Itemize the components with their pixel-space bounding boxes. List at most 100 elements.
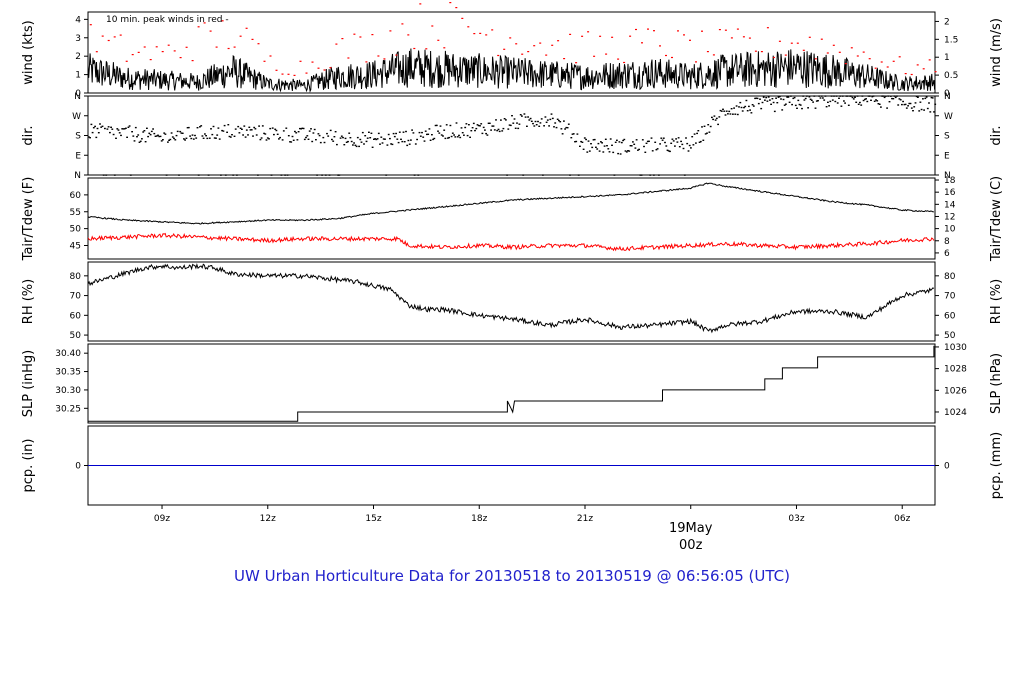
- peak-wind-point: [287, 73, 290, 75]
- wind-dir-point: [827, 101, 829, 103]
- wind-dir-point: [685, 137, 687, 139]
- slp-left-tick-label: 30.35: [55, 368, 81, 378]
- peak-wind-point: [425, 48, 428, 50]
- peak-wind-point: [904, 73, 907, 75]
- x-tick-label: 06z: [894, 514, 910, 524]
- wind-dir-point: [778, 95, 781, 98]
- wind-dir-point: [923, 109, 925, 111]
- peak-wind-point: [191, 60, 194, 62]
- wind-dir-point: [743, 106, 745, 109]
- wind-dir-point: [167, 141, 169, 143]
- wind-dir-point: [336, 143, 338, 146]
- wind-dir-point: [343, 144, 346, 146]
- dir-right-tick-label: S: [944, 132, 950, 142]
- wind-dir-point: [732, 113, 734, 115]
- dir-ylabel-right: dir.: [989, 125, 1004, 145]
- wind-dir-point: [223, 124, 226, 127]
- peak-wind-point: [395, 54, 398, 56]
- wind-dir-point: [656, 148, 659, 150]
- wind-annotation: 10 min. peak winds in red -: [106, 15, 229, 25]
- wind-dir-point: [429, 139, 432, 141]
- dir-left-tick-label: S: [75, 132, 81, 142]
- wind-dir-point: [237, 125, 240, 128]
- wind-dir-point: [598, 150, 601, 152]
- dir-ylabel-left: dir.: [21, 125, 36, 145]
- wind-dir-point: [715, 117, 718, 120]
- wind-dir-point: [787, 96, 790, 98]
- peak-wind-point: [629, 35, 632, 37]
- wind-dir-point: [356, 136, 359, 139]
- wind-dir-point: [102, 174, 105, 176]
- peak-wind-point: [143, 46, 146, 48]
- wind-dir-point: [323, 141, 326, 144]
- wind-dir-point: [137, 134, 140, 136]
- wind-dir-point: [561, 133, 564, 135]
- wind-dir-point: [406, 144, 409, 147]
- wind-dir-point: [529, 117, 532, 120]
- wind-dir-point: [231, 134, 233, 136]
- wind-dir-point: [355, 145, 358, 148]
- wind-dir-point: [538, 125, 541, 127]
- wind-dir-point: [311, 140, 314, 143]
- wind-dir-point: [127, 126, 130, 128]
- peak-wind-point: [539, 42, 542, 44]
- wind-dir-point: [618, 141, 621, 143]
- wind-dir-point: [422, 136, 425, 138]
- wind-dir-point: [139, 140, 142, 142]
- peak-wind-point: [892, 60, 895, 62]
- wind-dir-point: [253, 126, 256, 129]
- temperature-left-tick-label: 60: [70, 191, 82, 201]
- wind-dir-point: [282, 130, 285, 132]
- wind-dir-point: [95, 136, 98, 139]
- wind-dir-point: [291, 135, 294, 138]
- wind-dir-point: [438, 132, 441, 134]
- temperature-tdew-line: [88, 232, 935, 252]
- peak-wind-point: [485, 34, 488, 36]
- wind-dir-point: [387, 133, 390, 136]
- wind-dir-point: [771, 98, 774, 100]
- wind-dir-point: [775, 97, 777, 99]
- wind-right-tick-label: 1: [944, 53, 950, 63]
- wind-dir-point: [556, 118, 559, 120]
- wind-dir-point: [484, 129, 486, 131]
- wind-dir-point: [179, 130, 182, 133]
- slp-panel-frame: [87, 343, 936, 424]
- wind-dir-point: [819, 97, 822, 99]
- dir-right-tick-label: E: [944, 151, 950, 161]
- wind-dir-point: [391, 143, 394, 146]
- wind-dir-point: [344, 137, 347, 140]
- wind-dir-point: [757, 102, 760, 105]
- peak-wind-point: [215, 46, 218, 48]
- peak-wind-point: [838, 51, 841, 53]
- peak-wind-point: [677, 30, 679, 32]
- peak-wind-point: [131, 54, 134, 56]
- peak-wind-point: [659, 45, 661, 47]
- wind-dir-point: [492, 125, 495, 127]
- peak-wind-point: [437, 39, 440, 41]
- wind-dir-point: [454, 136, 457, 138]
- peak-wind-point: [311, 61, 314, 63]
- wind-dir-point: [216, 134, 219, 136]
- wind-dir-point: [313, 128, 316, 131]
- wind-dir-point: [402, 131, 405, 133]
- wind-dir-point: [682, 147, 685, 150]
- wind-dir-point: [175, 134, 178, 137]
- wind-dir-point: [523, 113, 526, 115]
- peak-wind-point: [515, 43, 518, 45]
- peak-wind-point: [491, 29, 494, 31]
- wind-dir-point: [549, 118, 552, 121]
- peak-wind-point: [844, 63, 847, 65]
- wind-dir-point: [928, 102, 930, 104]
- wind-dir-point: [350, 140, 353, 143]
- wind-dir-point: [810, 99, 813, 101]
- wind-dir-point: [189, 135, 191, 137]
- wind-dir-point: [384, 138, 386, 140]
- dir-right-tick-label: N: [944, 171, 951, 181]
- wind-dir-point: [910, 107, 913, 109]
- peak-wind-point: [149, 59, 152, 61]
- peak-wind-point: [155, 46, 158, 48]
- wind-dir-point: [553, 126, 555, 128]
- wind-dir-point: [418, 131, 421, 134]
- wind-dir-point: [600, 141, 602, 143]
